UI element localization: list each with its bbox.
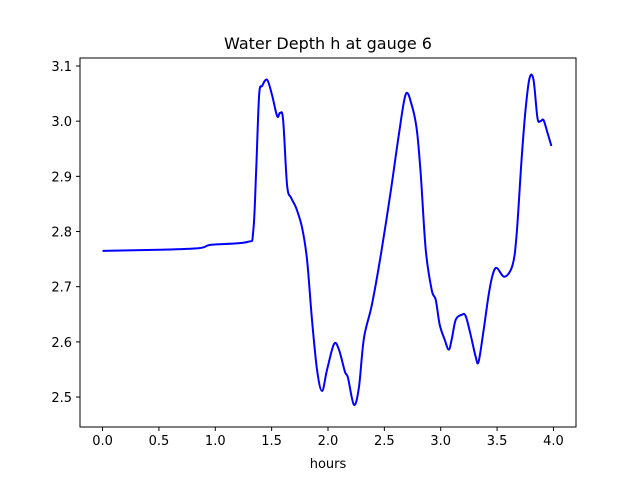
y-tick-label: 3.1 (51, 60, 72, 75)
series-line-h (102, 73, 553, 406)
chart-title: Water Depth h at gauge 6 (224, 34, 432, 53)
axes-frame (79, 57, 577, 428)
x-axis: 0.0 0.5 1.0 1.5 2.0 2.5 3.0 3.5 4.0 (92, 427, 564, 449)
x-tick-label: 2.0 (318, 434, 339, 449)
y-tick-label: 2.6 (51, 336, 72, 351)
x-tick-label: 3.5 (487, 434, 508, 449)
y-tick-label: 2.7 (51, 281, 72, 296)
y-tick-label: 2.8 (51, 226, 72, 241)
x-tick-label: 3.0 (430, 434, 451, 449)
y-tick-label: 2.5 (51, 391, 72, 406)
x-tick-label: 1.5 (261, 434, 282, 449)
x-tick-label: 4.0 (543, 434, 564, 449)
y-axis: 2.5 2.6 2.7 2.8 2.9 3.0 3.1 (51, 60, 80, 406)
plot-area (102, 73, 553, 406)
x-axis-label: hours (310, 457, 347, 472)
x-tick-label: 2.5 (374, 434, 395, 449)
y-tick-label: 2.9 (51, 170, 72, 185)
x-tick-label: 0.5 (149, 434, 170, 449)
y-tick-label: 3.0 (51, 115, 72, 130)
x-tick-label: 0.0 (92, 434, 113, 449)
x-tick-label: 1.0 (205, 434, 226, 449)
